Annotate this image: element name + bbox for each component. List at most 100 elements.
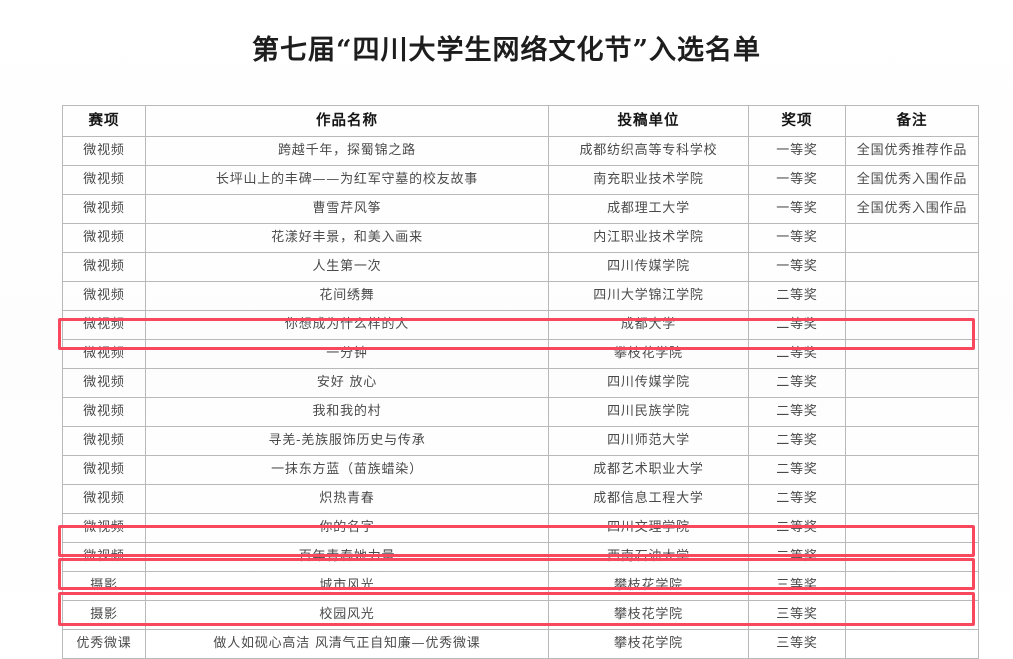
cell-note [845, 542, 979, 572]
cell-note [845, 629, 979, 659]
cell-work: 百年青春她力量 [145, 542, 549, 572]
table-row: 微视频 寻羌-羌族服饰历史与传承 四川师范大学 二等奖 [62, 426, 979, 456]
cell-note [845, 484, 979, 514]
cell-org: 南充职业技术学院 [548, 165, 749, 195]
table-row: 微视频 我和我的村 四川民族学院 二等奖 [62, 397, 979, 427]
table-row: 微视频 跨越千年，探蜀锦之路 成都纺织高等专科学校 一等奖 全国优秀推荐作品 [62, 136, 979, 166]
cell-work: 你想成为什么样的人 [145, 310, 549, 340]
cell-org: 成都艺术职业大学 [548, 455, 749, 485]
cell-work: 寻羌-羌族服饰历史与传承 [145, 426, 549, 456]
table-body: 微视频 跨越千年，探蜀锦之路 成都纺织高等专科学校 一等奖 全国优秀推荐作品 微视频 长坪山… [62, 136, 979, 659]
cell-award: 二等奖 [748, 542, 846, 572]
cell-work: 炽热青春 [145, 484, 549, 514]
column-header-note: 备注 [845, 105, 979, 137]
cell-work: 长坪山上的丰碑——为红军守墓的校友故事 [145, 165, 549, 195]
cell-org: 成都理工大学 [548, 194, 749, 224]
cell-event: 微视频 [62, 542, 146, 572]
cell-note: 全国优秀入围作品 [845, 194, 979, 224]
table-row: 摄影 城市风光 攀枝花学院 三等奖 [62, 571, 979, 601]
cell-org: 攀枝花学院 [548, 571, 749, 601]
table-row: 优秀微课 做人如砚心高洁 风清气正自知廉—优秀微课 攀枝花学院 三等奖 [62, 629, 979, 659]
cell-note [845, 600, 979, 630]
cell-org: 成都大学 [548, 310, 749, 340]
cell-event: 微视频 [62, 136, 146, 166]
cell-work: 花间绣舞 [145, 281, 549, 311]
cell-org: 攀枝花学院 [548, 629, 749, 659]
table-header: 赛项 作品名称 投稿单位 奖项 备注 [62, 105, 979, 137]
cell-award: 三等奖 [748, 629, 846, 659]
cell-org: 四川传媒学院 [548, 368, 749, 398]
cell-work: 城市风光 [145, 571, 549, 601]
cell-org: 成都纺织高等专科学校 [548, 136, 749, 166]
table-row: 微视频 花间绣舞 四川大学锦江学院 二等奖 [62, 281, 979, 311]
cell-org: 攀枝花学院 [548, 339, 749, 369]
cell-note [845, 513, 979, 543]
cell-event: 微视频 [62, 310, 146, 340]
cell-note: 全国优秀入围作品 [845, 165, 979, 195]
cell-event: 优秀微课 [62, 629, 146, 659]
table-row: 微视频 你的名字 四川文理学院 二等奖 [62, 513, 979, 543]
cell-event: 微视频 [62, 281, 146, 311]
cell-award: 三等奖 [748, 571, 846, 601]
column-header-event: 赛项 [62, 105, 146, 137]
column-header-work: 作品名称 [145, 105, 549, 137]
cell-award: 三等奖 [748, 600, 846, 630]
cell-org: 成都信息工程大学 [548, 484, 749, 514]
cell-work: 你的名字 [145, 513, 549, 543]
cell-note [845, 571, 979, 601]
cell-award: 一等奖 [748, 223, 846, 253]
cell-event: 微视频 [62, 339, 146, 369]
cell-event: 摄影 [62, 571, 146, 601]
cell-work: 跨越千年，探蜀锦之路 [145, 136, 549, 166]
cell-note [845, 368, 979, 398]
cell-award: 二等奖 [748, 513, 846, 543]
table-row: 微视频 长坪山上的丰碑——为红军守墓的校友故事 南充职业技术学院 一等奖 全国优秀入围作… [62, 165, 979, 195]
cell-org: 四川传媒学院 [548, 252, 749, 282]
cell-award: 一等奖 [748, 165, 846, 195]
cell-note: 全国优秀推荐作品 [845, 136, 979, 166]
cell-work: 一抹东方蓝（苗族蜡染） [145, 455, 549, 485]
cell-award: 二等奖 [748, 310, 846, 340]
table-row: 摄影 校园风光 攀枝花学院 三等奖 [62, 600, 979, 630]
cell-work: 人生第一次 [145, 252, 549, 282]
cell-work: 曹雪芹风筝 [145, 194, 549, 224]
cell-award: 二等奖 [748, 397, 846, 427]
cell-award: 二等奖 [748, 339, 846, 369]
table-row: 微视频 花漾好丰景，和美入画来 内江职业技术学院 一等奖 [62, 223, 979, 253]
table-row: 微视频 安好 放心 四川传媒学院 二等奖 [62, 368, 979, 398]
cell-award: 二等奖 [748, 368, 846, 398]
table-row: 微视频 一分钟 攀枝花学院 二等奖 [62, 339, 979, 369]
cell-org: 西南石油大学 [548, 542, 749, 572]
cell-org: 四川文理学院 [548, 513, 749, 543]
cell-award: 二等奖 [748, 426, 846, 456]
cell-award: 二等奖 [748, 484, 846, 514]
cell-event: 微视频 [62, 455, 146, 485]
column-header-award: 奖项 [748, 105, 846, 137]
cell-award: 二等奖 [748, 281, 846, 311]
cell-award: 一等奖 [748, 136, 846, 166]
table-row: 微视频 百年青春她力量 西南石油大学 二等奖 [62, 542, 979, 572]
cell-note [845, 339, 979, 369]
table-header-row: 赛项 作品名称 投稿单位 奖项 备注 [62, 105, 979, 137]
cell-work: 一分钟 [145, 339, 549, 369]
cell-event: 微视频 [62, 252, 146, 282]
cell-event: 微视频 [62, 426, 146, 456]
cell-org: 四川大学锦江学院 [548, 281, 749, 311]
cell-note [845, 223, 979, 253]
selection-list-table: 赛项 作品名称 投稿单位 奖项 备注 微视频 跨越千年，探蜀锦之路 成都纺织高等专科… [62, 105, 979, 659]
cell-note [845, 281, 979, 311]
cell-org: 内江职业技术学院 [548, 223, 749, 253]
table-row: 微视频 一抹东方蓝（苗族蜡染） 成都艺术职业大学 二等奖 [62, 455, 979, 485]
column-header-org: 投稿单位 [548, 105, 749, 137]
cell-org: 攀枝花学院 [548, 600, 749, 630]
cell-event: 微视频 [62, 513, 146, 543]
cell-event: 微视频 [62, 223, 146, 253]
table-row: 微视频 炽热青春 成都信息工程大学 二等奖 [62, 484, 979, 514]
cell-event: 微视频 [62, 397, 146, 427]
cell-note [845, 310, 979, 340]
cell-note [845, 455, 979, 485]
cell-award: 二等奖 [748, 455, 846, 485]
cell-award: 一等奖 [748, 252, 846, 282]
cell-note [845, 426, 979, 456]
cell-event: 摄影 [62, 600, 146, 630]
